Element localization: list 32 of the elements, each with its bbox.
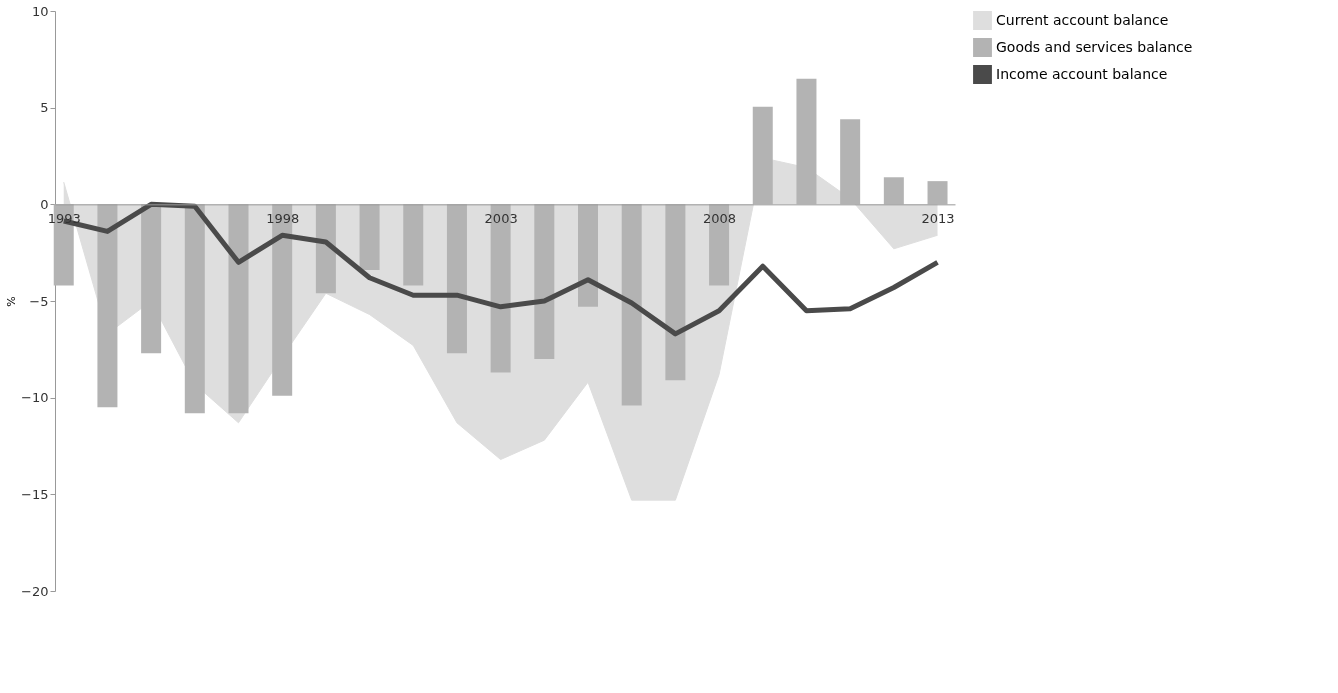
legend-label: Income account balance [996, 65, 1168, 82]
legend-label: Goods and services balance [996, 38, 1193, 55]
y-tick-label: −20 [21, 583, 49, 599]
bar [796, 78, 817, 205]
y-tick-label: −10 [21, 390, 49, 406]
bar [315, 204, 336, 294]
bar [359, 204, 380, 271]
y-tick-label: −5 [29, 293, 49, 309]
y-tick-label: 10 [31, 3, 49, 19]
bar [621, 204, 642, 406]
y-tick-label: 5 [40, 100, 49, 116]
bar [97, 204, 118, 408]
bar [752, 106, 773, 205]
x-tick-label: 2013 [921, 210, 955, 226]
legend-label: Current account balance [996, 11, 1169, 28]
bar [840, 119, 861, 205]
bar [883, 177, 904, 205]
bar [665, 204, 686, 381]
bar [403, 204, 424, 286]
y-tick-label: −15 [21, 486, 49, 502]
bar [184, 204, 205, 414]
x-tick-label: 2008 [703, 210, 737, 226]
y-tick-label: 0 [40, 196, 49, 212]
x-tick-label: 1998 [266, 210, 300, 226]
y-axis-title: % [5, 296, 19, 307]
bar [578, 204, 599, 307]
bar [141, 204, 162, 354]
bar [446, 204, 467, 354]
bar [228, 204, 249, 414]
bar [534, 204, 555, 359]
x-tick-label: 2003 [484, 210, 518, 226]
bar [927, 181, 948, 205]
